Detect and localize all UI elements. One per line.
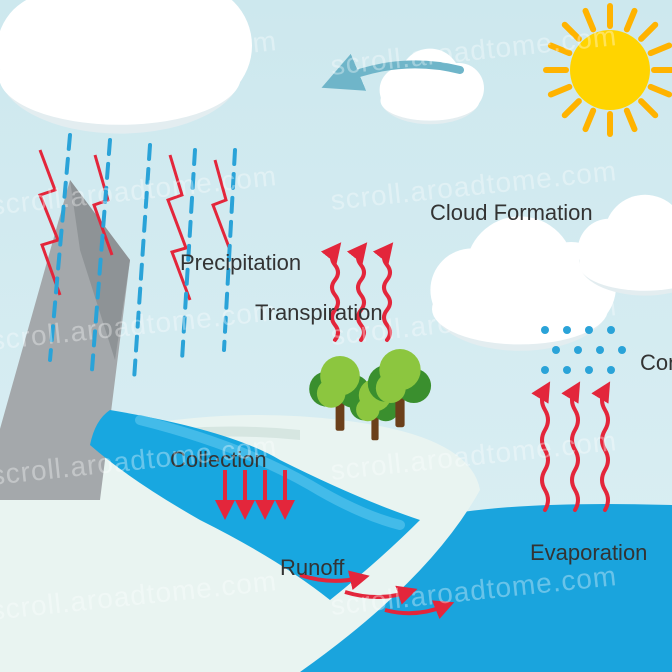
condensation-dot xyxy=(585,326,593,334)
sun-icon xyxy=(546,6,672,134)
water-cycle-diagram: Cloud FormationPrecipitationTranspiratio… xyxy=(0,0,672,672)
condensation-dot xyxy=(607,366,615,374)
condensation-dot xyxy=(541,326,549,334)
condensation-dot xyxy=(552,346,560,354)
condensation-dot xyxy=(585,366,593,374)
condensation-dot xyxy=(607,326,615,334)
condensation-dot xyxy=(596,346,604,354)
scene-svg xyxy=(0,0,672,672)
condensation-dot xyxy=(541,366,549,374)
condensation-dot xyxy=(574,346,582,354)
condensation-dot xyxy=(563,366,571,374)
condensation-dot xyxy=(563,326,571,334)
condensation-dot xyxy=(618,346,626,354)
